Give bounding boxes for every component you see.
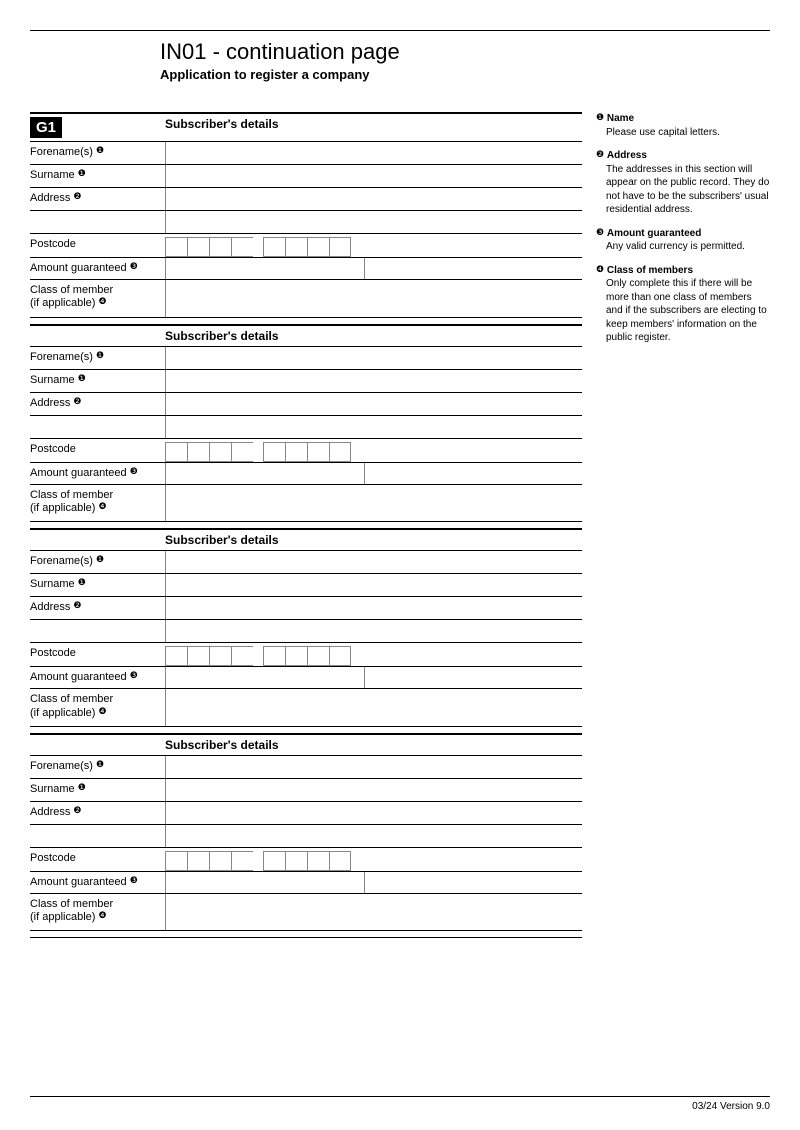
section-g1-header: G1 Subscriber's details (30, 112, 582, 142)
surname-input[interactable] (165, 574, 582, 596)
amount-input[interactable] (165, 463, 365, 484)
row-postcode: Postcode (30, 234, 582, 258)
address-line1-input[interactable] (165, 393, 582, 415)
page-footer: 03/24 Version 9.0 (30, 1096, 770, 1112)
address-line2-input[interactable] (165, 825, 582, 847)
row-address1: Address ❷ (30, 188, 582, 211)
block4-header: Subscriber's details (30, 733, 582, 756)
note-class: ❹ Class of members Only complete this if… (596, 264, 770, 345)
address-line1-input[interactable] (165, 188, 582, 210)
address-line1-input[interactable] (165, 597, 582, 619)
row-amount: Amount guaranteed ❸ (30, 258, 582, 280)
form-header: IN01 - continuation page Application to … (160, 39, 770, 82)
form-title: IN01 - continuation page (160, 39, 770, 65)
address-line1-input[interactable] (165, 802, 582, 824)
row-address2 (30, 211, 582, 234)
postcode-input[interactable] (165, 234, 351, 257)
row-forenames: Forename(s) ❶ (30, 142, 582, 165)
surname-input[interactable] (165, 370, 582, 392)
block3-header: Subscriber's details (30, 528, 582, 551)
notes-sidebar: ❶ Name Please use capital letters. ❷ Add… (596, 112, 770, 938)
postcode-input[interactable] (165, 643, 351, 666)
row-class: Class of member(if applicable) ❹ (30, 280, 582, 317)
section-badge: G1 (30, 117, 62, 138)
address-line2-input[interactable] (165, 620, 582, 642)
note-amount: ❸ Amount guaranteed Any valid currency i… (596, 227, 770, 254)
amount-input[interactable] (165, 872, 365, 893)
class-input[interactable] (165, 689, 582, 725)
block-title: Subscriber's details (165, 114, 279, 141)
amount-input[interactable] (165, 667, 365, 688)
surname-input[interactable] (165, 779, 582, 801)
class-input[interactable] (165, 280, 582, 316)
address-line2-input[interactable] (165, 211, 582, 233)
amount-input[interactable] (165, 258, 365, 279)
class-input[interactable] (165, 485, 582, 521)
note-address: ❷ Address The addresses in this section … (596, 149, 770, 217)
forenames-input[interactable] (165, 551, 582, 573)
forenames-input[interactable] (165, 347, 582, 369)
surname-input[interactable] (165, 165, 582, 187)
address-line2-input[interactable] (165, 416, 582, 438)
forenames-input[interactable] (165, 142, 582, 164)
form-subtitle: Application to register a company (160, 67, 770, 82)
form-main: G1 Subscriber's details Forename(s) ❶ Su… (30, 112, 582, 938)
row-surname: Surname ❶ (30, 165, 582, 188)
postcode-input[interactable] (165, 439, 351, 462)
block2-header: Subscriber's details (30, 324, 582, 347)
class-input[interactable] (165, 894, 582, 930)
note-name: ❶ Name Please use capital letters. (596, 112, 770, 139)
forenames-input[interactable] (165, 756, 582, 778)
postcode-input[interactable] (165, 848, 351, 871)
